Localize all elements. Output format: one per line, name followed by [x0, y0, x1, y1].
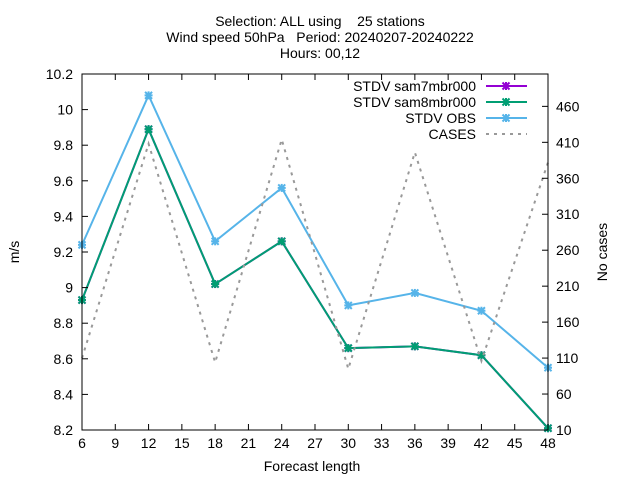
- y2-tick-label: 310: [556, 206, 580, 222]
- y-tick-label: 8.6: [54, 351, 74, 367]
- data-point: [477, 306, 486, 315]
- x-tick-label: 21: [241, 435, 257, 451]
- y-tick-label: 8.4: [54, 386, 74, 402]
- x-tick-label: 48: [540, 435, 556, 451]
- data-point: [277, 183, 286, 193]
- legend-item: STDV sam7mbr000: [353, 78, 527, 94]
- x-tick-label: 24: [274, 435, 290, 451]
- legend-label: STDV OBS: [405, 110, 476, 126]
- y-tick-label: 8.2: [54, 422, 74, 438]
- data-point: [210, 237, 220, 246]
- y-tick-label: 9.8: [54, 137, 74, 153]
- legend-label: CASES: [429, 126, 476, 142]
- y2-tick-label: 410: [556, 134, 580, 150]
- plot-frame: [81, 73, 549, 431]
- legend-item: STDV sam8mbr000: [353, 94, 527, 110]
- x-tick-label: 30: [340, 435, 356, 451]
- title-line-3: Hours: 00,12: [280, 45, 360, 61]
- x-tick-label: 39: [440, 435, 456, 451]
- series-line-4: [81, 135, 549, 373]
- data-point: [210, 279, 220, 289]
- y2-tick-label: 210: [556, 278, 580, 294]
- x-tick-label: 27: [307, 435, 323, 451]
- x-tick-label: 15: [174, 435, 190, 451]
- y-axis-label: m/s: [6, 241, 22, 264]
- data-point: [410, 288, 420, 298]
- x-tick-label: 45: [507, 435, 523, 451]
- y2-tick-label: 260: [556, 242, 580, 258]
- plot-area: [77, 91, 553, 433]
- x-tick-label: 12: [141, 435, 157, 451]
- legend-label: STDV sam7mbr000: [353, 78, 476, 94]
- y-tick-label: 9: [65, 280, 73, 296]
- data-point: [344, 301, 353, 310]
- legend-label: STDV sam8mbr000: [353, 94, 476, 110]
- y-tick-label: 8.8: [54, 315, 74, 331]
- y2-tick-label: 10: [556, 422, 572, 438]
- y-tick-label: 10: [57, 102, 73, 118]
- data-point: [277, 237, 286, 246]
- legend-item: STDV OBS: [405, 110, 527, 126]
- x-axis-label: Forecast length: [264, 458, 361, 474]
- series-line-3: [81, 92, 549, 369]
- data-point: [344, 343, 353, 353]
- series-line-2: [81, 126, 549, 429]
- y-tick-label: 9.4: [54, 208, 74, 224]
- y2-tick-label: 160: [556, 314, 580, 330]
- y-tick-label: 10.2: [46, 66, 73, 82]
- x-tick-label: 42: [474, 435, 490, 451]
- y2-axis-label: No cases: [594, 223, 610, 281]
- x-tick-label: 6: [78, 435, 86, 451]
- x-tick-label: 18: [207, 435, 223, 451]
- axes: 6 9 12 15 18 21 24 27 30 33 36 39 42 45 48 8.2 8.4 8.6 8.8…: [46, 66, 580, 451]
- chart-title: Selection: ALL using 25 stations Wind sp…: [166, 13, 474, 61]
- y-tick-label: 9.2: [54, 244, 74, 260]
- y2-tick-label: 110: [556, 350, 579, 366]
- title-line-1: Selection: ALL using 25 stations: [215, 13, 425, 29]
- series-line-1: [81, 126, 549, 429]
- legend-item: CASES: [429, 126, 527, 142]
- y2-tick-label: 360: [556, 170, 580, 186]
- data-point: [410, 342, 420, 351]
- data-point: [144, 124, 153, 134]
- title-line-2: Wind speed 50hPa Period: 20240207-202402…: [166, 29, 474, 45]
- x-tick-label: 36: [407, 435, 423, 451]
- x-tick-label: 9: [111, 435, 119, 451]
- data-point: [144, 91, 153, 100]
- y-tick-label: 9.6: [54, 173, 74, 189]
- y2-tick-label: 460: [556, 98, 580, 114]
- y2-tick-label: 60: [556, 386, 572, 402]
- x-tick-label: 33: [374, 435, 390, 451]
